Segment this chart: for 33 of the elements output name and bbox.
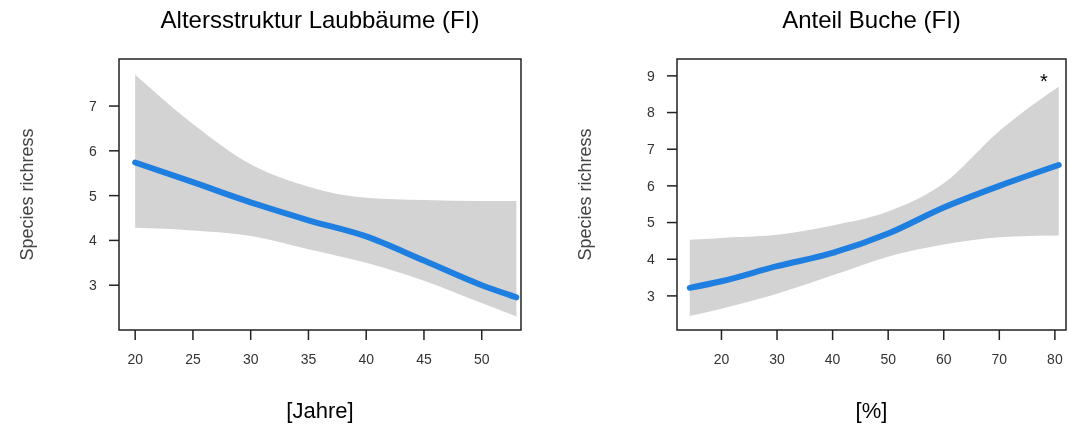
y-tick-label: 9 bbox=[647, 67, 656, 84]
y-tick-label: 5 bbox=[647, 214, 656, 231]
chart-title: Altersstruktur Laubbäume (FI) bbox=[160, 6, 480, 33]
x-tick-label: 50 bbox=[880, 351, 897, 367]
x-tick-label: 80 bbox=[1047, 351, 1063, 367]
x-axis-title: [Jahre] bbox=[286, 398, 354, 423]
y-tick-label: 4 bbox=[89, 232, 98, 249]
x-tick-label: 30 bbox=[242, 351, 259, 367]
x-tick-label: 70 bbox=[991, 351, 1008, 367]
x-tick-label: 25 bbox=[185, 351, 201, 367]
x-axis-title: [%] bbox=[855, 398, 888, 423]
y-tick-label: 6 bbox=[89, 142, 98, 159]
y-tick-label: 8 bbox=[647, 104, 656, 121]
y-tick-label: 7 bbox=[647, 141, 656, 158]
x-tick-label: 40 bbox=[358, 351, 375, 367]
y-tick-label: 5 bbox=[89, 187, 98, 204]
chart-title: Anteil Buche (FI) bbox=[782, 6, 961, 33]
y-tick-label: 7 bbox=[89, 97, 98, 114]
x-tick-label: 40 bbox=[824, 351, 841, 367]
x-tick-label: 35 bbox=[300, 351, 317, 367]
y-axis-title: Species richress bbox=[17, 128, 37, 261]
y-tick-label: 4 bbox=[647, 251, 656, 268]
x-tick-label: 45 bbox=[416, 351, 432, 367]
y-tick-label: 6 bbox=[647, 177, 656, 194]
y-axis-title: Species richress bbox=[575, 128, 595, 261]
y-tick-label: 3 bbox=[647, 287, 656, 304]
x-tick-label: 30 bbox=[769, 351, 786, 367]
x-tick-label: 20 bbox=[127, 351, 144, 367]
x-tick-label: 20 bbox=[713, 351, 730, 367]
y-tick-label: 3 bbox=[89, 277, 98, 294]
x-tick-label: 50 bbox=[473, 351, 490, 367]
x-tick-label: 60 bbox=[935, 351, 952, 367]
annotation: * bbox=[1040, 70, 1049, 92]
